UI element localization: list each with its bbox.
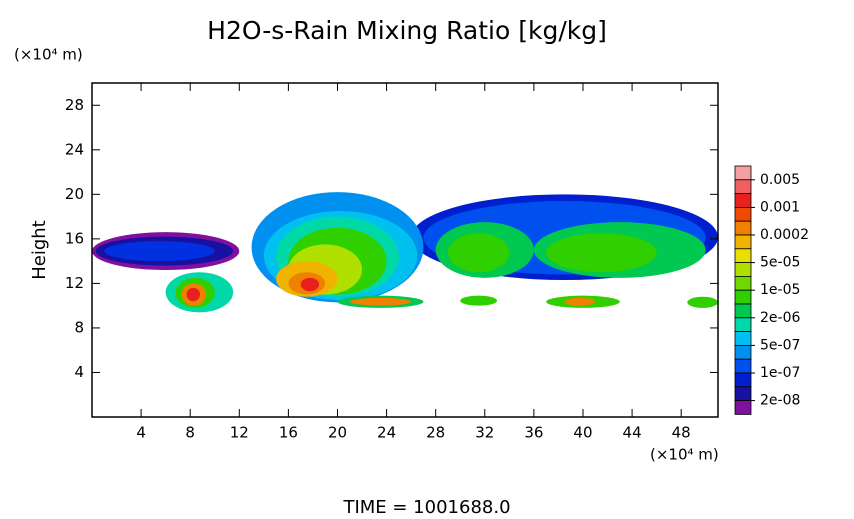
contour-region [460,295,498,306]
colorbar-swatch [734,386,752,401]
field [92,192,718,313]
y-tick-label: 12 [65,274,84,292]
colorbar-label: 5e-07 [760,337,800,353]
colorbar-swatch [734,303,752,319]
colorbar-label: 2e-06 [760,310,800,326]
x-tick-label: 12 [230,424,249,442]
x-tick-label: 40 [573,424,592,442]
x-unit: (×10⁴ m) [650,446,719,464]
footer: TIME = 1001688.0 [342,497,510,518]
contour-region [546,233,657,273]
colorbar-swatch [734,344,752,360]
colorbar-label: 1e-07 [760,365,800,381]
x-tick-label: 28 [426,424,445,442]
y-tick-label: 28 [65,96,84,114]
x-tick-label: 44 [623,424,642,442]
colorbar-swatch [734,275,752,291]
y-unit: (×10⁴ m) [14,46,83,64]
colorbar-label: 2e-08 [760,393,800,409]
x-tick-label: 16 [279,424,298,442]
colorbar-label: 1e-05 [760,282,800,298]
x-tick-label: 4 [136,424,146,442]
y-tick-label: 20 [65,185,84,203]
contour-region [447,233,510,273]
y-tick-label: 4 [74,363,84,381]
colorbar-swatch [734,179,752,195]
contour-region [104,241,215,262]
x-tick-label: 24 [377,424,396,442]
colorbar-swatch [734,206,752,222]
colorbar-swatch [734,262,752,277]
colorbar-swatch [734,165,752,181]
colorbar-swatch [734,234,752,250]
colorbar-label: 0.0002 [760,227,809,243]
x-tick-label: 48 [672,424,691,442]
contour-region [349,297,412,306]
colorbar-label: 0.005 [760,172,800,188]
contour-region [687,296,718,308]
colorbar-swatch [734,358,752,374]
colorbar-swatch [734,372,752,388]
y-tick-label: 24 [65,140,84,158]
contour-region [564,297,596,306]
y-tick-label: 16 [65,229,84,247]
colorbar-swatch [734,331,752,346]
contour-region [300,277,320,292]
y-tick-label: 8 [74,318,84,336]
colorbar-label: 5e-05 [760,255,800,271]
colorbar-swatch [734,248,752,264]
x-tick-label: 36 [524,424,543,442]
y-axis-label: Height [29,220,50,280]
plot-frame [91,82,719,418]
contour-region [186,287,201,302]
x-tick-label: 32 [475,424,494,442]
colorbar-label: 0.001 [760,199,800,215]
colorbar-swatch [734,193,752,208]
chart-title: H2O-s-Rain Mixing Ratio [kg/kg] [207,16,607,45]
colorbar-swatch [734,317,752,332]
colorbar-swatch [734,220,752,236]
x-tick-label: 8 [185,424,195,442]
colorbar-swatch [734,400,752,415]
x-tick-label: 20 [328,424,347,442]
colorbar-swatch [734,289,752,305]
